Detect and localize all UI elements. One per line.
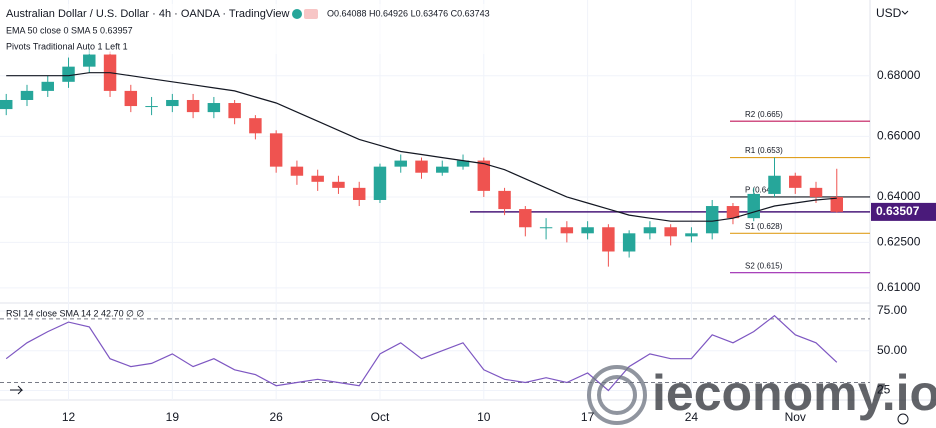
candle-body: [747, 193, 760, 219]
status-icon: [304, 9, 318, 19]
pivot-label: P (0.64): [745, 186, 774, 195]
tv-logo: [10, 385, 24, 395]
legend-backdrop: [0, 4, 500, 54]
candle-body: [705, 206, 719, 234]
x-tick-label: 17: [581, 410, 595, 424]
watermark-text: ieconomy.io: [652, 365, 936, 421]
candle-body: [789, 175, 802, 188]
candle-body: [124, 90, 138, 107]
watermark-logo: [587, 365, 647, 425]
pivot-label: S2 (0.615): [745, 261, 783, 270]
candle-body: [20, 90, 34, 100]
candle-body: [622, 233, 636, 252]
ema-line: [6, 72, 837, 222]
candle-body: [332, 181, 345, 188]
candle-body: [809, 187, 823, 197]
candle-body: [290, 166, 304, 176]
candle-body: [228, 103, 241, 119]
candle-body: [456, 160, 470, 167]
status-icon: [292, 9, 302, 19]
watermark-logo: [597, 375, 637, 415]
candle-body: [602, 227, 615, 252]
y-tick-label: 0.61000: [877, 280, 921, 294]
candle-body: [249, 118, 262, 134]
candle-body: [726, 206, 740, 219]
x-tick-label: 19: [166, 410, 180, 424]
currency-label: USD: [876, 6, 902, 20]
candle-body: [373, 166, 387, 200]
candle-body: [41, 81, 54, 91]
ema-legend: EMA 50 close 0 SMA 5 0.63957: [6, 25, 133, 35]
candle-body: [830, 196, 844, 212]
candle-body: [207, 103, 221, 113]
y-tick-label: 50.00: [877, 343, 907, 357]
x-tick-label: Oct: [371, 410, 390, 424]
candle-body: [685, 233, 698, 237]
candle-body: [311, 175, 324, 182]
candle-body: [186, 99, 200, 113]
x-tick-label: 10: [477, 410, 491, 424]
pivot-label: S1 (0.628): [745, 222, 783, 231]
candle-body: [581, 227, 594, 234]
candle-body: [145, 106, 158, 108]
rsi-legend: RSI 14 close SMA 14 2 42.70 ∅ ∅: [6, 308, 144, 318]
candle-body: [498, 190, 511, 210]
x-tick-label: 24: [685, 410, 699, 424]
settings-gear[interactable]: [897, 413, 909, 425]
marks: R2 (0.665) R1 (0.653) P (0.64) S1 (0.628) S2…: [0, 0, 870, 400]
candle-body: [62, 66, 75, 82]
candle-body: [394, 160, 407, 167]
candle-body: [643, 227, 657, 234]
candle-body: [539, 227, 553, 229]
candle-body: [436, 166, 449, 173]
last-price-box: [871, 202, 936, 221]
last-price-label: 0.63507: [876, 204, 920, 218]
pivots-legend: Pivots Traditional Auto 1 Left 1: [6, 41, 128, 51]
candle-body: [560, 227, 574, 234]
ohlc-legend: O0.64088 H0.64926 L0.63476 C0.63743: [327, 8, 490, 18]
x-tick-label: 26: [269, 410, 283, 424]
candle-body: [477, 160, 491, 191]
y-tick-label: 0.64000: [877, 189, 921, 203]
candle-body: [269, 133, 283, 167]
y-tick-label: 25: [877, 383, 891, 397]
x-tick-label: Nov: [785, 410, 806, 424]
candle-body: [352, 187, 366, 200]
watermark: ieconomy.io: [587, 365, 936, 425]
y-tick-label: 0.68000: [877, 68, 921, 82]
dropdown-icon: [901, 10, 909, 15]
pivot-label: R2 (0.665): [745, 110, 783, 119]
y-tick-label: 0.66000: [877, 129, 921, 143]
pivot-label: R1 (0.653): [745, 146, 783, 155]
candle-body: [415, 160, 428, 173]
x-tick-label: 12: [62, 410, 76, 424]
rsi-line: [5, 314, 838, 392]
candle-body: [664, 227, 677, 237]
candle-body: [0, 99, 13, 110]
y-tick-label: 0.62500: [877, 235, 921, 249]
candle-body: [768, 175, 781, 194]
y-tick-label: 75.00: [877, 303, 907, 317]
candle-body: [166, 99, 179, 107]
candle-body: [519, 209, 532, 228]
chart-title: Australian Dollar / U.S. Dollar · 4h · O…: [6, 8, 290, 20]
candle-body: [83, 54, 96, 67]
